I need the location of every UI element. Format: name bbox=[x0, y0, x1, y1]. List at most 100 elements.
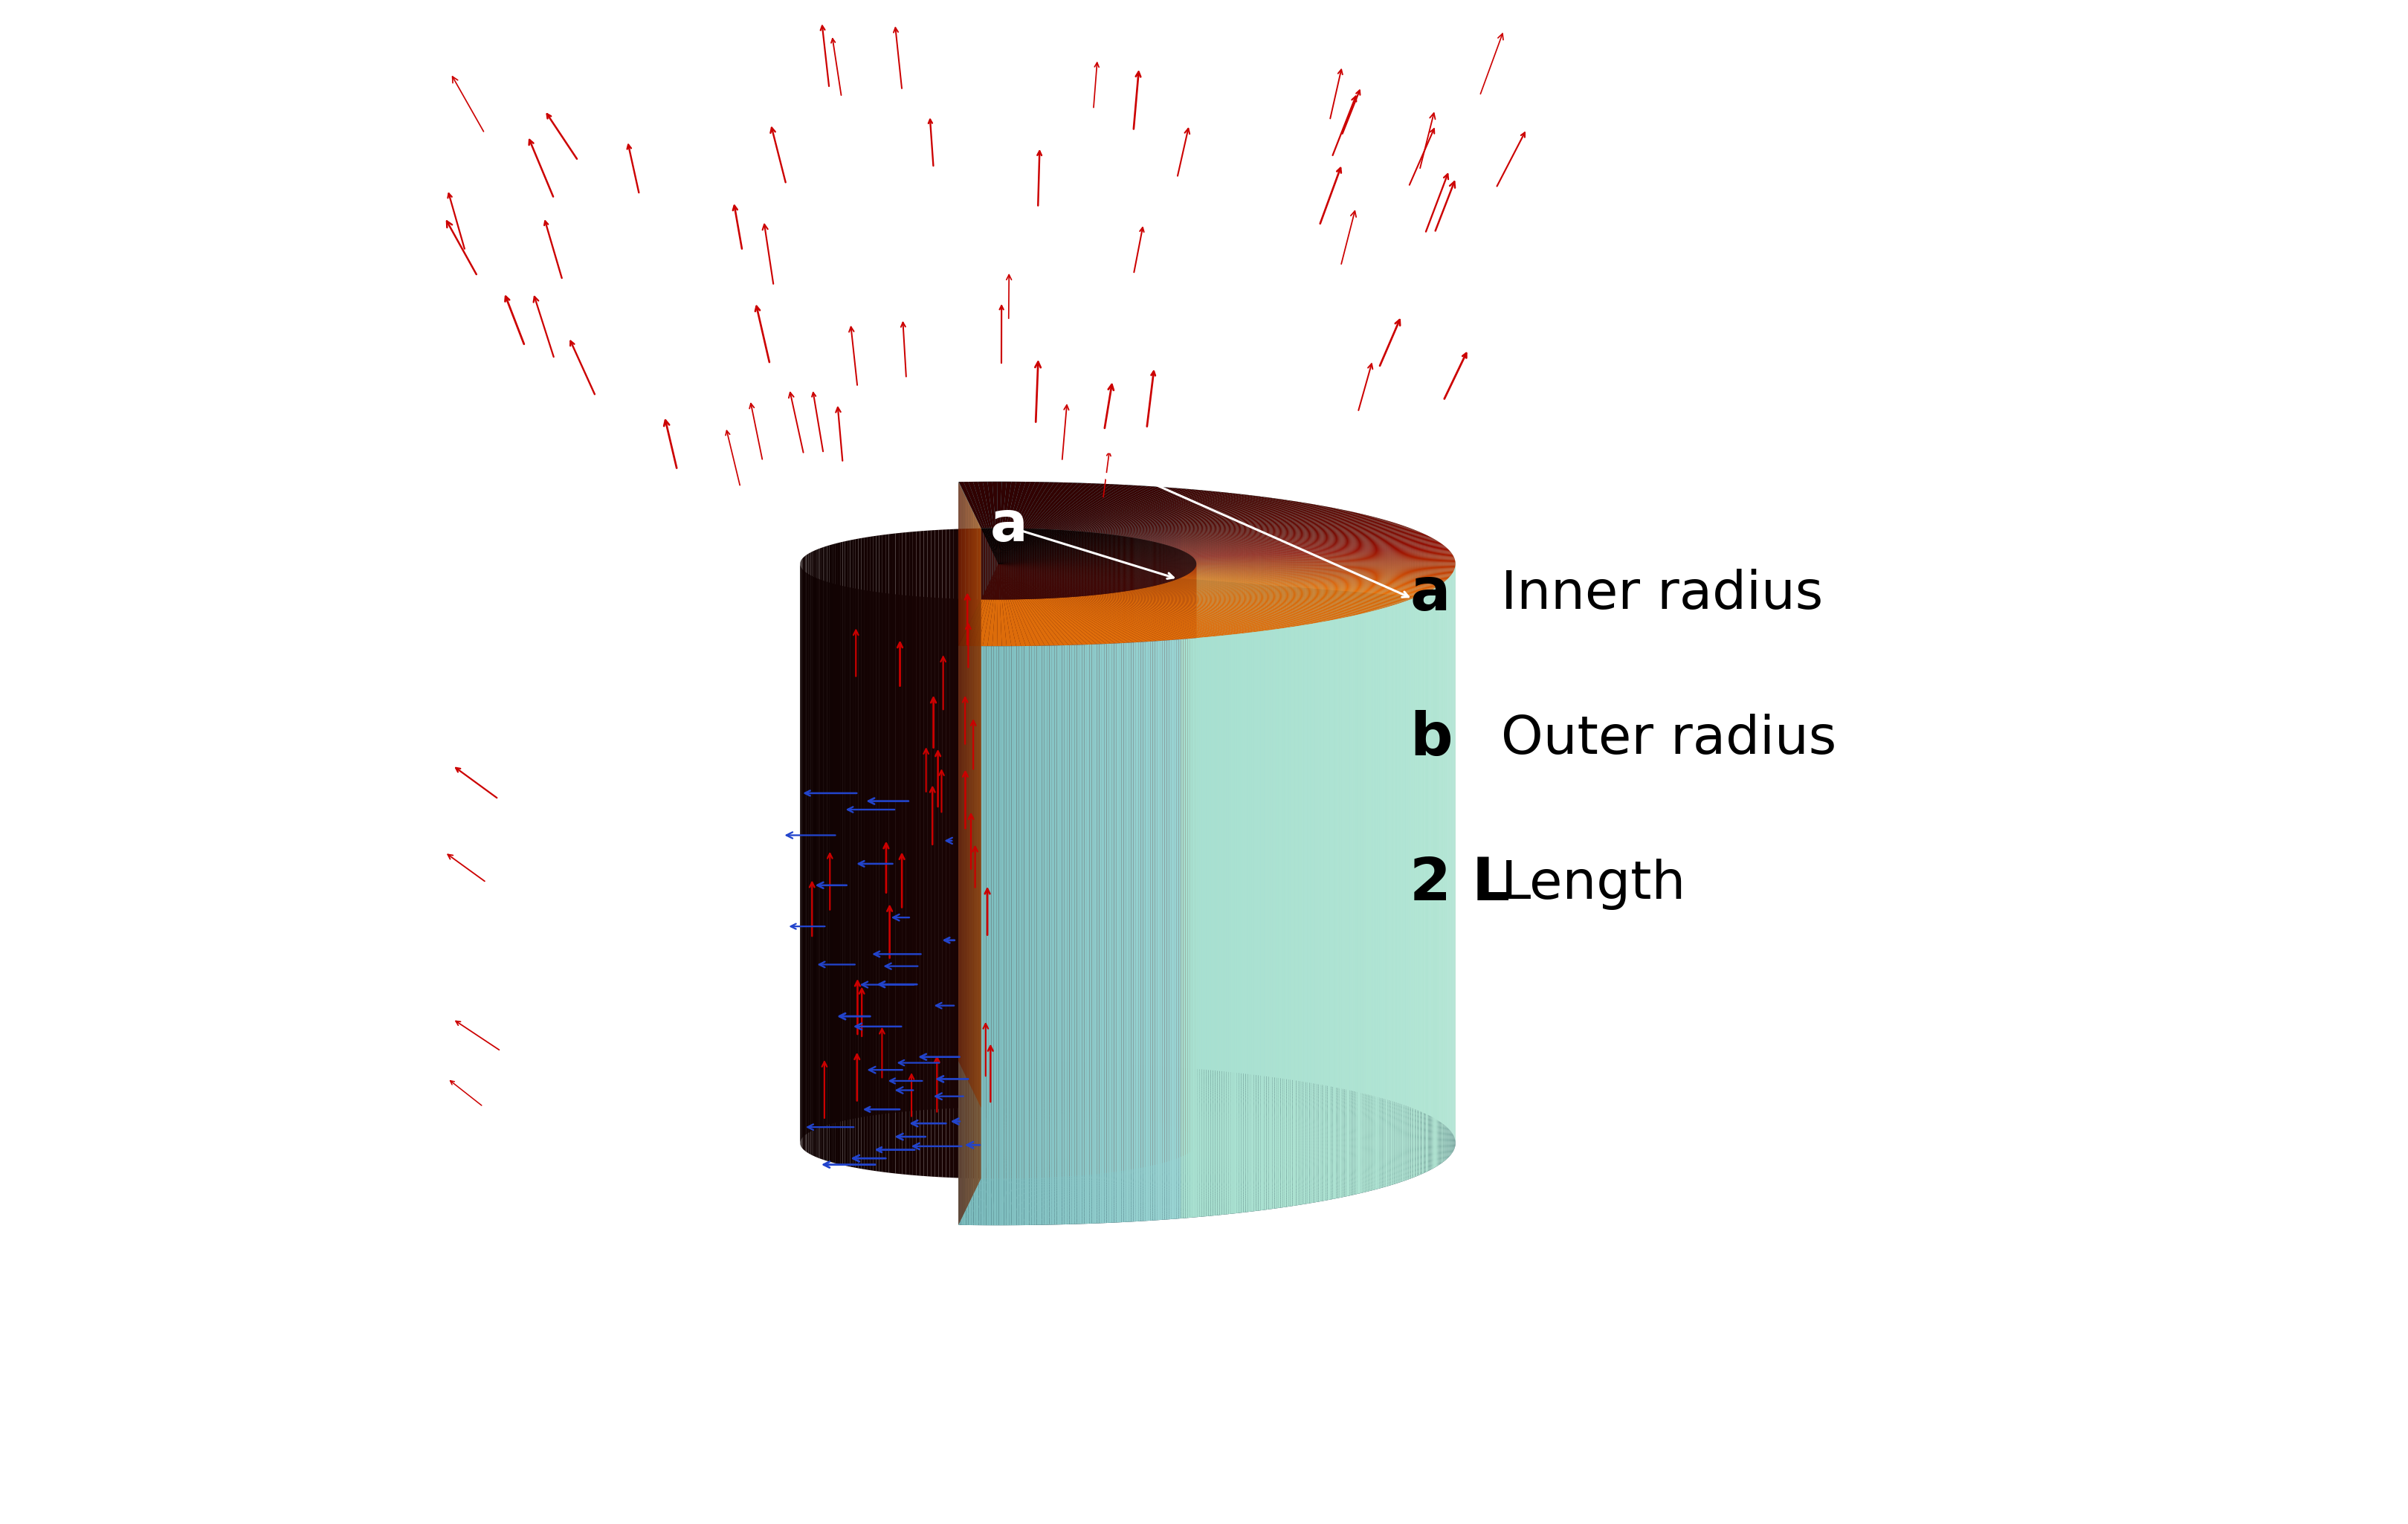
Polygon shape bbox=[1040, 1062, 1103, 1108]
Polygon shape bbox=[999, 1111, 1086, 1143]
Polygon shape bbox=[1185, 576, 1428, 593]
Polygon shape bbox=[999, 1143, 1173, 1160]
Polygon shape bbox=[1064, 1177, 1156, 1221]
Polygon shape bbox=[867, 591, 869, 1170]
Polygon shape bbox=[1035, 482, 1038, 1061]
Polygon shape bbox=[970, 646, 973, 1225]
Polygon shape bbox=[1158, 515, 1368, 543]
Polygon shape bbox=[999, 533, 1105, 564]
Polygon shape bbox=[999, 529, 1026, 564]
Polygon shape bbox=[1110, 643, 1112, 1222]
Polygon shape bbox=[1069, 645, 1072, 1224]
Polygon shape bbox=[1158, 1094, 1368, 1122]
Polygon shape bbox=[999, 564, 1190, 573]
Polygon shape bbox=[968, 482, 987, 529]
Polygon shape bbox=[1076, 1175, 1182, 1219]
Polygon shape bbox=[999, 1111, 1091, 1143]
Polygon shape bbox=[1153, 1091, 1358, 1122]
Polygon shape bbox=[975, 482, 978, 1061]
Polygon shape bbox=[999, 1108, 1038, 1143]
Polygon shape bbox=[1137, 504, 1322, 538]
Polygon shape bbox=[1002, 1061, 1011, 1108]
Polygon shape bbox=[1108, 485, 1110, 1064]
Polygon shape bbox=[1110, 1172, 1262, 1210]
Polygon shape bbox=[999, 1143, 1122, 1170]
Polygon shape bbox=[982, 1061, 995, 1108]
Polygon shape bbox=[999, 538, 1132, 564]
Polygon shape bbox=[1105, 594, 1247, 634]
Polygon shape bbox=[978, 482, 992, 529]
Polygon shape bbox=[999, 1143, 1139, 1169]
Polygon shape bbox=[1016, 599, 1045, 646]
Polygon shape bbox=[999, 1122, 1156, 1143]
Text: Inner radius: Inner radius bbox=[1500, 568, 1823, 620]
Polygon shape bbox=[999, 564, 1192, 572]
Polygon shape bbox=[1178, 1108, 1413, 1128]
Polygon shape bbox=[1194, 1128, 1450, 1137]
Polygon shape bbox=[970, 529, 973, 1108]
Polygon shape bbox=[999, 1143, 1052, 1178]
Polygon shape bbox=[1098, 492, 1235, 533]
Polygon shape bbox=[999, 532, 1088, 564]
Polygon shape bbox=[1081, 1175, 1197, 1218]
Polygon shape bbox=[1108, 593, 1255, 632]
Polygon shape bbox=[1081, 596, 1197, 639]
Polygon shape bbox=[1014, 1178, 1040, 1225]
Polygon shape bbox=[903, 594, 905, 1175]
Polygon shape bbox=[1108, 1172, 1255, 1212]
Polygon shape bbox=[999, 1143, 1194, 1149]
Polygon shape bbox=[999, 1143, 1163, 1163]
Polygon shape bbox=[1187, 539, 1438, 553]
Polygon shape bbox=[999, 530, 1057, 564]
Polygon shape bbox=[1096, 492, 1226, 533]
Polygon shape bbox=[999, 564, 1062, 597]
Polygon shape bbox=[999, 559, 1194, 564]
Polygon shape bbox=[1009, 482, 1026, 529]
Polygon shape bbox=[1173, 1105, 1406, 1126]
Polygon shape bbox=[1019, 482, 1021, 1061]
Polygon shape bbox=[1050, 1178, 1120, 1222]
Polygon shape bbox=[1197, 565, 1454, 568]
Polygon shape bbox=[1163, 1097, 1382, 1123]
Polygon shape bbox=[1016, 1178, 1045, 1225]
Polygon shape bbox=[999, 1111, 1091, 1143]
Polygon shape bbox=[995, 1143, 999, 1178]
Polygon shape bbox=[1062, 645, 1064, 1224]
Polygon shape bbox=[999, 564, 1112, 593]
Polygon shape bbox=[1182, 533, 1423, 550]
Polygon shape bbox=[1153, 512, 1358, 543]
Polygon shape bbox=[999, 1143, 1194, 1148]
Polygon shape bbox=[999, 1108, 1026, 1143]
Polygon shape bbox=[1178, 529, 1413, 549]
Polygon shape bbox=[999, 530, 1055, 564]
Polygon shape bbox=[1165, 1161, 1387, 1187]
Polygon shape bbox=[999, 1143, 1021, 1178]
Polygon shape bbox=[999, 1143, 1197, 1146]
Polygon shape bbox=[1052, 1177, 1125, 1222]
Polygon shape bbox=[999, 529, 1031, 564]
Polygon shape bbox=[1067, 597, 1161, 642]
Polygon shape bbox=[857, 590, 862, 1169]
Polygon shape bbox=[999, 1143, 1139, 1169]
Polygon shape bbox=[1019, 482, 1050, 529]
Polygon shape bbox=[1093, 1173, 1221, 1215]
Polygon shape bbox=[999, 1143, 1194, 1148]
Polygon shape bbox=[1173, 526, 1406, 547]
Polygon shape bbox=[1021, 599, 1055, 646]
Polygon shape bbox=[999, 564, 1019, 599]
Polygon shape bbox=[999, 1141, 1197, 1143]
Polygon shape bbox=[999, 1108, 1011, 1143]
Polygon shape bbox=[999, 1143, 1168, 1161]
Polygon shape bbox=[949, 529, 954, 1108]
Polygon shape bbox=[999, 564, 1168, 582]
Polygon shape bbox=[1115, 1172, 1271, 1210]
Polygon shape bbox=[1040, 599, 1103, 645]
Polygon shape bbox=[1185, 1116, 1430, 1131]
Polygon shape bbox=[999, 564, 1158, 585]
Polygon shape bbox=[999, 1143, 1076, 1177]
Polygon shape bbox=[999, 564, 1197, 565]
Polygon shape bbox=[999, 1143, 1153, 1166]
Polygon shape bbox=[1129, 590, 1303, 626]
Polygon shape bbox=[1035, 483, 1088, 529]
Polygon shape bbox=[999, 552, 1185, 564]
